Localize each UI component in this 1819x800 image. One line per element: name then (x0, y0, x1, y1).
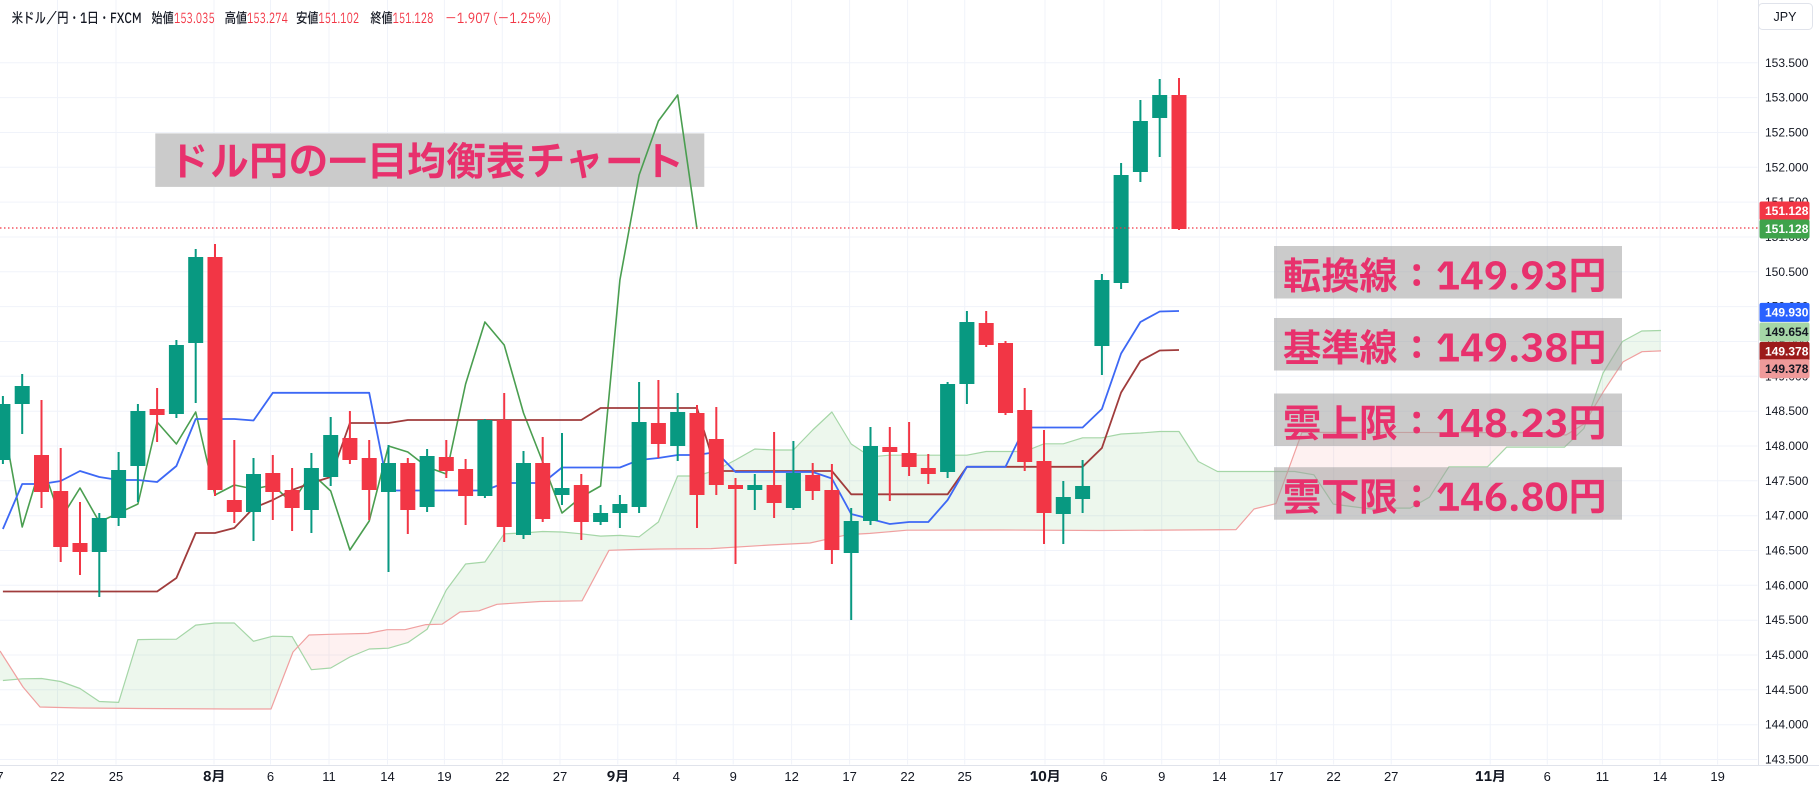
svg-text:153.500: 153.500 (1765, 56, 1809, 70)
svg-text:14: 14 (380, 769, 394, 784)
svg-text:11: 11 (322, 769, 336, 784)
svg-text:27: 27 (1384, 769, 1398, 784)
svg-text:9: 9 (730, 769, 737, 784)
svg-text:19: 19 (437, 769, 451, 784)
svg-text:147.000: 147.000 (1765, 509, 1809, 523)
svg-text:144.500: 144.500 (1765, 683, 1809, 697)
svg-text:9: 9 (1158, 769, 1165, 784)
svg-text:153.000: 153.000 (1765, 91, 1809, 105)
svg-text:4: 4 (673, 769, 680, 784)
svg-text:22: 22 (495, 769, 509, 784)
svg-text:22: 22 (50, 769, 64, 784)
svg-text:6: 6 (267, 769, 274, 784)
svg-text:149.378: 149.378 (1765, 345, 1809, 359)
svg-text:6: 6 (1544, 769, 1551, 784)
svg-text:152.500: 152.500 (1765, 126, 1809, 140)
svg-text:25: 25 (957, 769, 971, 784)
svg-text:149.654: 149.654 (1765, 325, 1809, 339)
svg-text:146.500: 146.500 (1765, 544, 1809, 558)
svg-text:14: 14 (1212, 769, 1226, 784)
svg-text:143.500: 143.500 (1765, 753, 1809, 767)
svg-text:22: 22 (900, 769, 914, 784)
svg-text:148.500: 148.500 (1765, 404, 1809, 418)
svg-text:19: 19 (1710, 769, 1724, 784)
svg-text:27: 27 (553, 769, 567, 784)
svg-text:145.000: 145.000 (1765, 648, 1809, 662)
svg-text:17: 17 (1269, 769, 1283, 784)
svg-text:149.930: 149.930 (1765, 306, 1809, 320)
svg-text:17: 17 (842, 769, 856, 784)
svg-text:14: 14 (1653, 769, 1667, 784)
svg-text:144.000: 144.000 (1765, 718, 1809, 732)
svg-text:6: 6 (1100, 769, 1107, 784)
svg-text:151.128: 151.128 (1765, 222, 1809, 236)
svg-text:149.378: 149.378 (1765, 362, 1809, 376)
svg-text:151.128: 151.128 (1765, 204, 1809, 218)
svg-text:22: 22 (1326, 769, 1340, 784)
svg-text:25: 25 (109, 769, 123, 784)
svg-text:148.000: 148.000 (1765, 439, 1809, 453)
svg-text:145.500: 145.500 (1765, 613, 1809, 627)
svg-text:146.000: 146.000 (1765, 578, 1809, 592)
svg-text:7: 7 (0, 769, 4, 784)
svg-text:11: 11 (1596, 769, 1610, 784)
svg-text:150.500: 150.500 (1765, 265, 1809, 279)
svg-text:152.000: 152.000 (1765, 160, 1809, 174)
svg-text:147.500: 147.500 (1765, 474, 1809, 488)
svg-text:JPY: JPY (1774, 10, 1798, 24)
svg-text:12: 12 (784, 769, 798, 784)
